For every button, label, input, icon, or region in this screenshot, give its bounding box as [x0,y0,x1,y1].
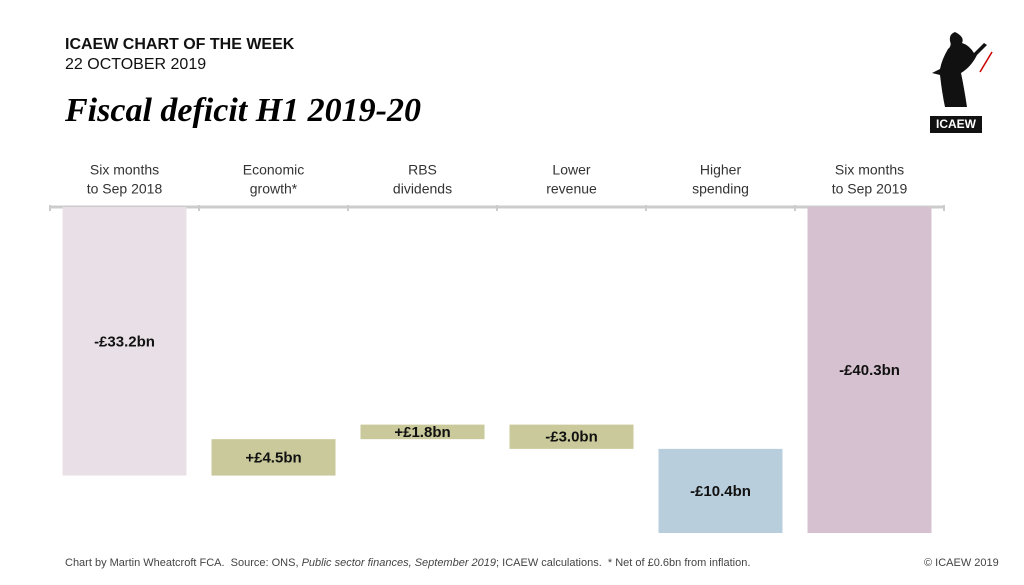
value-label: -£40.3bn [839,362,900,379]
category-label: growth* [250,181,298,197]
bar [509,424,634,449]
footer-publication: Public sector finances, September 2019 [301,557,497,569]
footer-text: Chart by Martin Wheatcroft FCA. Source: … [65,557,302,569]
footer: Chart by Martin Wheatcroft FCA. Source: … [65,557,750,569]
category-label: Economic [243,162,304,178]
category-label: spending [692,181,749,197]
category-label: dividends [393,181,452,197]
footer-text: ; ICAEW calculations. * Net of £0.6bn fr… [496,557,751,569]
bar [360,424,485,440]
logo-accent [979,51,993,73]
bar [658,448,783,533]
category-label: Six months [90,162,159,178]
category-label: to Sep 2019 [832,181,908,197]
logo-box [930,116,982,133]
value-label: +£1.8bn [394,424,450,441]
bar [211,439,336,476]
value-label: -£10.4bn [690,483,751,500]
value-label: -£3.0bn [545,429,598,446]
bar [62,207,187,476]
category-label: to Sep 2018 [87,181,163,197]
category-label: Higher [700,162,742,178]
value-label: +£4.5bn [245,449,301,466]
category-label: revenue [546,181,597,197]
logo-figure [932,32,987,107]
logo: ICAEW [930,32,993,133]
logo-text: ICAEW [936,117,977,131]
copyright: © ICAEW 2019 [924,557,999,569]
bar [807,207,932,533]
value-label: -£33.2bn [94,333,155,350]
chart-title: Fiscal deficit H1 2019-20 [64,92,421,129]
series-title: ICAEW CHART OF THE WEEK [65,36,295,53]
category-label: Lower [552,162,590,178]
category-label: RBS [408,162,437,178]
category-label: Six months [835,162,904,178]
date: 22 OCTOBER 2019 [65,56,206,73]
